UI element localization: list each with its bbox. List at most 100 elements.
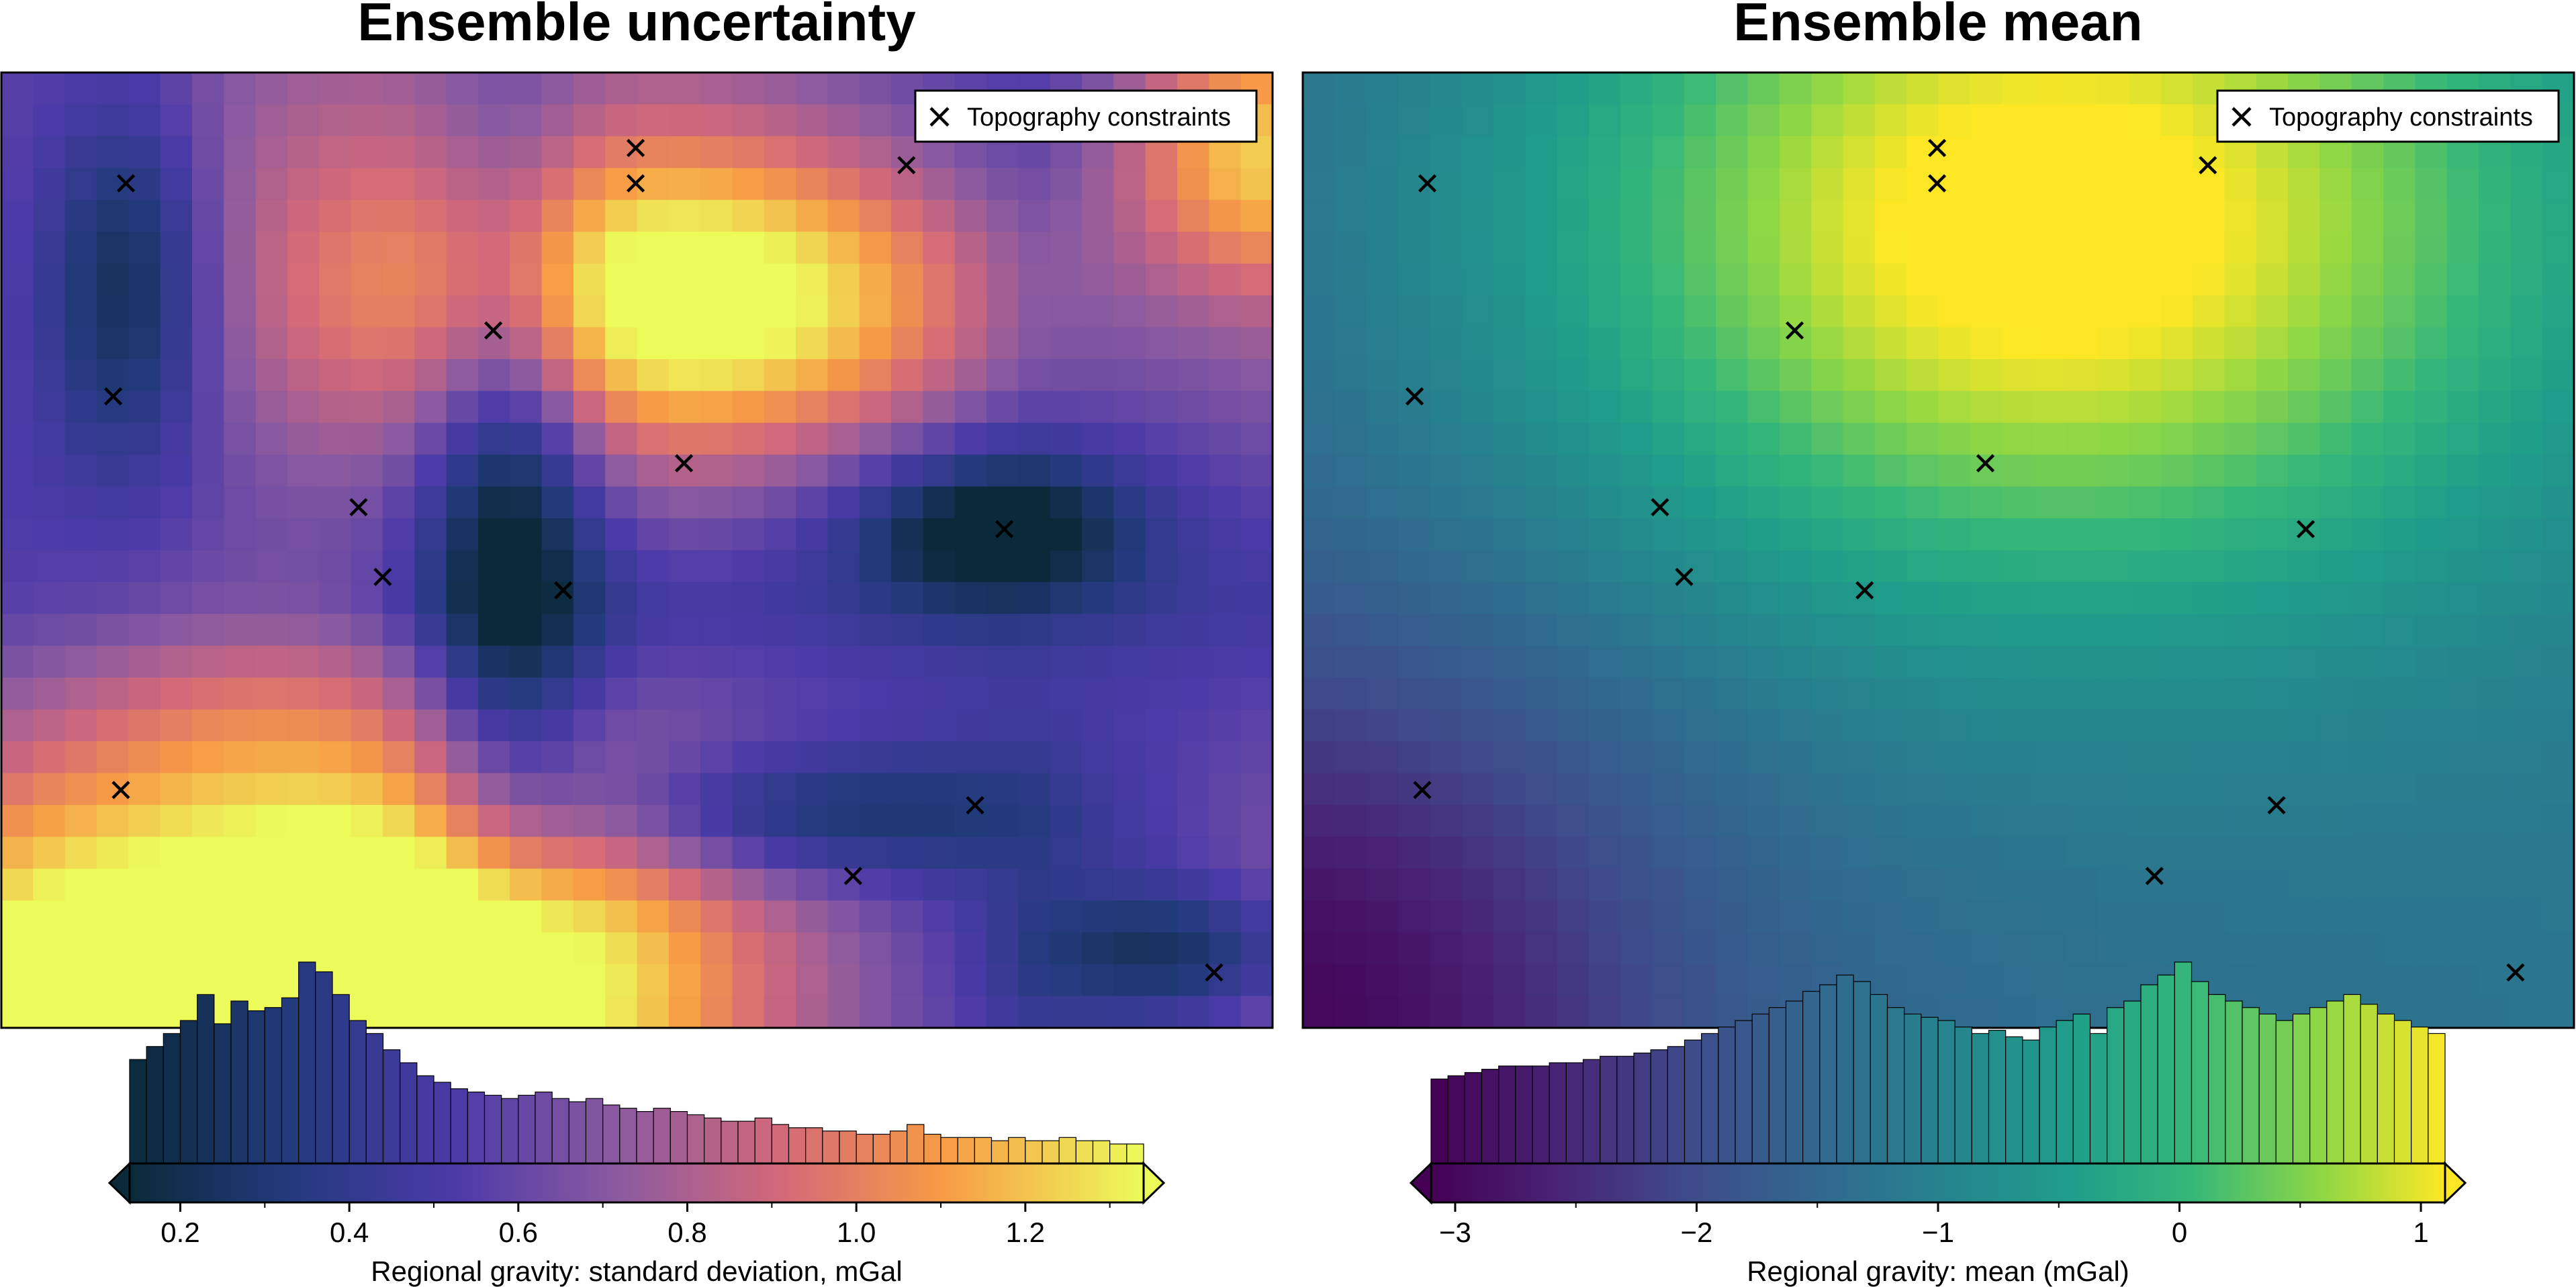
- heatmap-cell: [1938, 550, 1971, 583]
- heatmap-cell: [1145, 199, 1178, 232]
- heatmap-cell: [96, 581, 130, 615]
- heatmap-cell: [1177, 804, 1210, 838]
- heatmap-cell: [2319, 518, 2352, 551]
- heatmap-cell: [2129, 804, 2162, 838]
- heatmap-cell: [2542, 996, 2575, 1029]
- heatmap-cell: [414, 996, 447, 1029]
- heatmap-cell: [923, 199, 956, 232]
- heatmap-cell: [1874, 232, 1907, 265]
- heatmap-cell: [1303, 900, 1336, 933]
- constraint-marker: [674, 454, 694, 473]
- heatmap-cell: [1177, 837, 1210, 869]
- heatmap-cell: [1747, 422, 1780, 455]
- colorbar-tick-label: −2: [1681, 1217, 1713, 1248]
- heatmap-cell: [2256, 677, 2289, 710]
- heatmap-cell: [2542, 581, 2575, 615]
- heatmap-cell: [255, 263, 288, 296]
- heatmap-cell: [351, 900, 383, 933]
- heatmap-cell: [605, 804, 638, 838]
- heatmap-cell: [1240, 773, 1273, 806]
- heatmap-cell: [128, 741, 161, 774]
- heatmap-cell: [1018, 645, 1051, 679]
- heatmap-cell: [287, 295, 320, 328]
- heatmap-cell: [477, 677, 511, 710]
- heatmap-cell: [954, 232, 987, 265]
- heatmap-cell: [2256, 837, 2289, 869]
- heatmap-cell: [732, 900, 765, 933]
- histogram-bar: [686, 1114, 705, 1164]
- heatmap-cell: [1684, 422, 1717, 455]
- heatmap-cell: [1652, 168, 1685, 201]
- heatmap-cell: [382, 900, 416, 933]
- heatmap-cell: [255, 104, 288, 137]
- heatmap-cell: [541, 104, 574, 137]
- heatmap-cell: [224, 614, 257, 647]
- heatmap-cell: [1461, 773, 1494, 806]
- heatmap-cell: [1716, 327, 1749, 360]
- histogram-bar: [1870, 994, 1888, 1164]
- heatmap-cell: [510, 295, 543, 328]
- heatmap-cell: [986, 518, 1019, 551]
- heatmap-cell: [2351, 486, 2384, 519]
- heatmap-cell: [700, 932, 733, 965]
- heatmap-cell: [255, 232, 288, 265]
- heatmap-cell: [1493, 709, 1526, 742]
- heatmap-cell: [668, 232, 701, 265]
- heatmap-cell: [2002, 964, 2035, 997]
- heatmap-cell: [224, 804, 257, 838]
- heatmap-cell: [382, 677, 416, 710]
- heatmap-cell: [1874, 263, 1907, 296]
- histogram-bar: [518, 1094, 536, 1164]
- heatmap-cell: [573, 168, 606, 201]
- heatmap-cell: [1082, 391, 1115, 424]
- heatmap-cell: [732, 741, 765, 774]
- heatmap-cell: [1461, 645, 1494, 679]
- heatmap-cell: [573, 422, 606, 455]
- heatmap-cell: [2193, 677, 2225, 710]
- heatmap-cell: [351, 295, 383, 328]
- heatmap-cell: [859, 486, 892, 519]
- heatmap-cell: [1906, 199, 1939, 232]
- heatmap-cell: [2224, 709, 2257, 742]
- heatmap-cell: [1366, 773, 1399, 806]
- heatmap-cell: [1113, 645, 1146, 679]
- heatmap-cell: [1843, 804, 1876, 838]
- heatmap-cell: [2224, 168, 2257, 201]
- heatmap-cell: [2479, 327, 2512, 360]
- heatmap-cell: [319, 391, 352, 424]
- heatmap-cell: [446, 295, 479, 328]
- heatmap-cell: [1113, 295, 1146, 328]
- heatmap-cell: [1366, 837, 1399, 869]
- heatmap-cell: [1843, 391, 1876, 424]
- heatmap-cell: [1303, 168, 1336, 201]
- heatmap-cell: [573, 327, 606, 360]
- heatmap-cell: [1874, 773, 1907, 806]
- heatmap-cell: [1938, 232, 1971, 265]
- heatmap-cell: [2193, 359, 2225, 392]
- heatmap-cell: [1, 741, 34, 774]
- heatmap-cell: [2510, 996, 2543, 1029]
- heatmap-cell: [2319, 232, 2352, 265]
- heatmap-cell: [2160, 900, 2193, 933]
- heatmap-cell: [891, 677, 924, 710]
- heatmap-cell: [923, 996, 956, 1029]
- heatmap-cell: [1557, 932, 1590, 965]
- heatmap-cell: [1493, 486, 1526, 519]
- heatmap-cell: [2510, 932, 2543, 965]
- heatmap-cell: [191, 518, 225, 551]
- heatmap-cell: [1716, 263, 1749, 296]
- heatmap-cell: [573, 996, 606, 1029]
- heatmap-cell: [2160, 550, 2193, 583]
- colorbar: [107, 1161, 1166, 1205]
- heatmap-cell: [764, 677, 796, 710]
- heatmap-cell: [351, 518, 383, 551]
- heatmap-cell: [2479, 964, 2512, 997]
- heatmap-cell: [2510, 614, 2543, 647]
- heatmap-cell: [1113, 550, 1146, 583]
- heatmap-cell: [954, 327, 987, 360]
- heatmap-cell: [1716, 391, 1749, 424]
- heatmap-cell: [1209, 964, 1242, 997]
- heatmap-cell: [1779, 232, 1812, 265]
- heatmap-cell: [2129, 614, 2162, 647]
- heatmap-cell: [1906, 773, 1939, 806]
